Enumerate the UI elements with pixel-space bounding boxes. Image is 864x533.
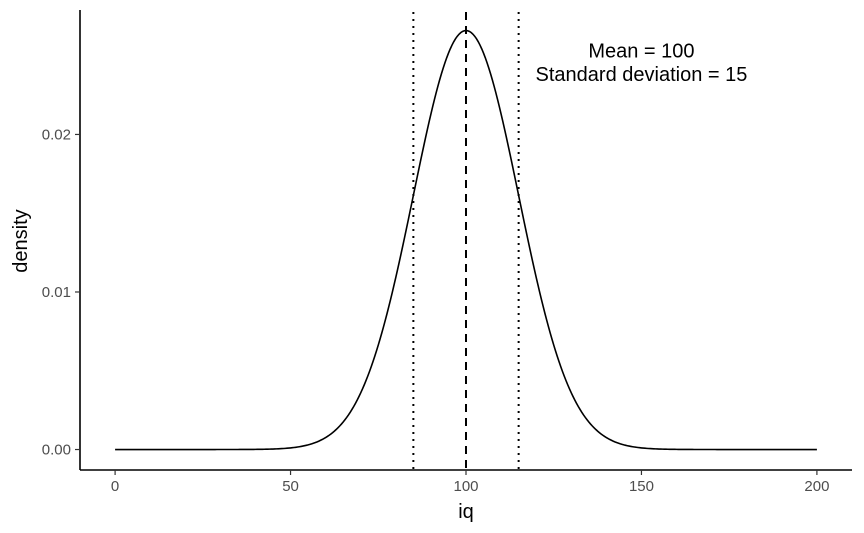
y-tick-label: 0.00 — [42, 442, 71, 459]
y-tick-label: 0.02 — [42, 126, 71, 143]
x-tick-label: 50 — [282, 478, 299, 495]
y-axis-title: density — [10, 209, 32, 272]
y-axis-ticks: 0.00 0.01 0.02 — [42, 126, 80, 459]
x-tick-label: 200 — [804, 478, 829, 495]
x-axis-title: iq — [458, 501, 474, 523]
y-tick-label: 0.01 — [42, 284, 71, 301]
x-axis-ticks: 0 50 100 150 200 — [111, 470, 829, 495]
x-tick-label: 0 — [111, 478, 119, 495]
density-curve — [115, 29, 817, 451]
annotation-sd: Standard deviation = 15 — [536, 64, 748, 86]
annotation-mean: Mean = 100 — [588, 40, 694, 62]
x-tick-label: 100 — [453, 478, 478, 495]
plot-area — [115, 12, 817, 470]
x-tick-label: 150 — [629, 478, 654, 495]
